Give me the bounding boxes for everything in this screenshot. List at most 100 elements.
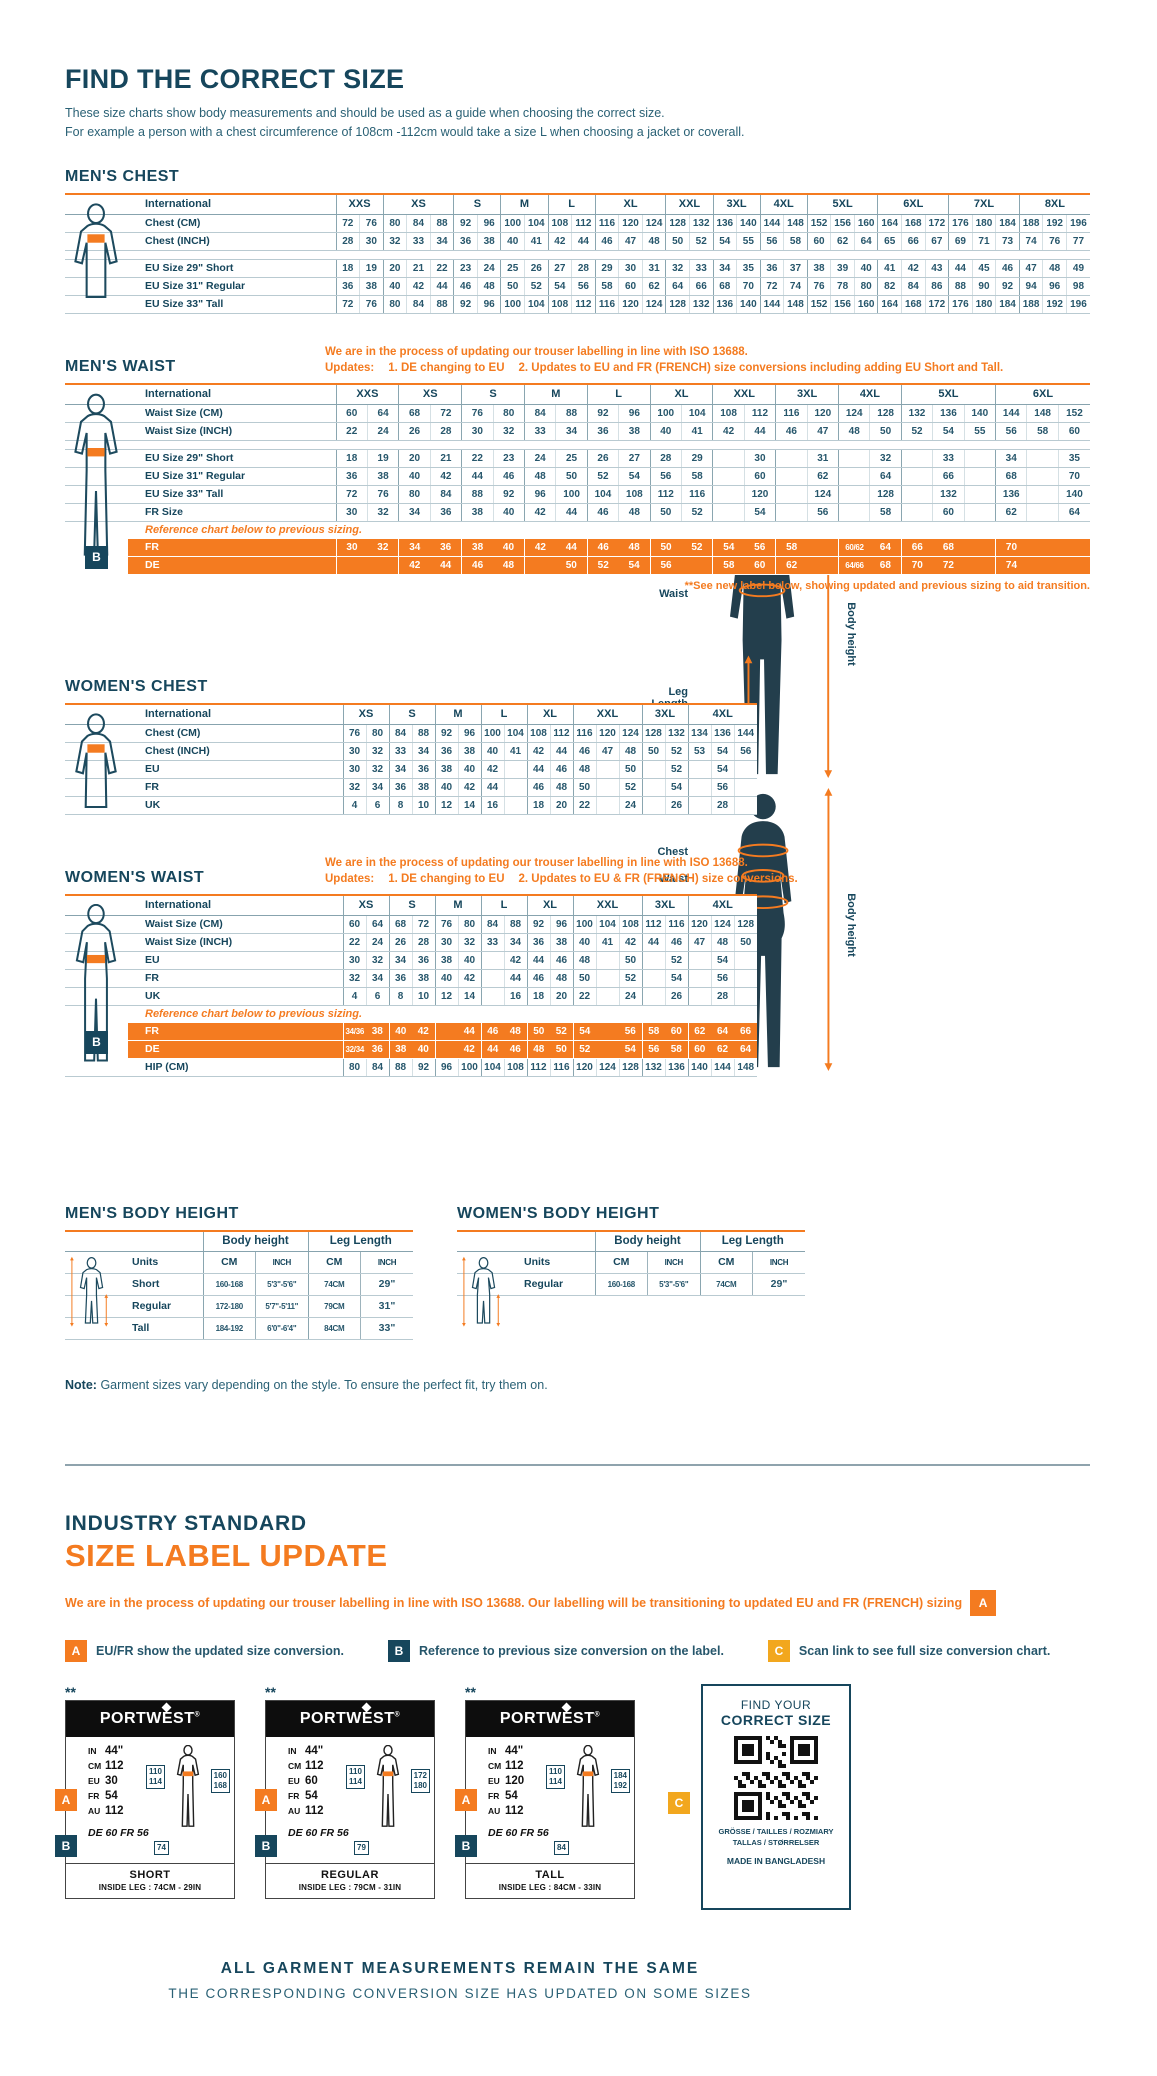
label-update-intro: We are in the process of updating our tr… — [65, 1589, 1090, 1616]
card-size-row: IN 44" — [488, 1744, 524, 1757]
size-cell: 56 — [649, 467, 682, 486]
size-cell — [434, 1022, 458, 1041]
size-cell: 48 — [493, 556, 525, 575]
size-cell: 38 — [549, 933, 573, 952]
size-cell: 34 — [712, 259, 737, 278]
size-cell: 160-168 — [202, 1273, 256, 1296]
table-row: DE 32/34 36 38 40 42 44 46 48 50 52 54 56 58 60 62 64 — [65, 1040, 757, 1059]
card-inside-leg: INSIDE LEG : 84CM - 33IN — [498, 1882, 602, 1892]
size-cell: 66 — [688, 277, 713, 296]
size-cell: 58 — [665, 1040, 688, 1059]
size-cell: 49 — [1065, 259, 1090, 278]
size-cell: 48 — [618, 742, 642, 761]
size-cell: 80 — [342, 1058, 366, 1077]
size-cell: 38 — [411, 778, 435, 797]
table-row: Reference chart below to previous sizing… — [65, 1005, 757, 1023]
intro-line-1: These size charts show body measurements… — [65, 106, 665, 120]
qr-find-your: FIND YOUR — [740, 1697, 812, 1712]
badge-a: A — [455, 1788, 477, 1811]
row-label: Waist Size (INCH) — [128, 422, 336, 441]
size-cell — [687, 969, 711, 988]
size-label-card: ** PORTWEST® A B IN 44" CM 112 EU 60 FR 54 AU 112… — [255, 1684, 435, 1899]
row-pad — [65, 760, 128, 779]
size-cell: 112 — [526, 1058, 550, 1077]
size-cell — [1026, 538, 1059, 557]
size-cell: 88 — [555, 404, 588, 423]
size-cell: 88 — [503, 915, 527, 934]
size-cell: 60 — [665, 1022, 688, 1041]
size-cell: 33 — [688, 259, 713, 278]
size-table: Body height Leg Length Units CM INCH CM INCH Sh… — [65, 1231, 413, 1340]
size-cell: 164 — [877, 295, 902, 314]
size-cell: 192 — [1042, 214, 1067, 233]
size-cell: 48 — [618, 538, 651, 557]
size-column-header: Body height — [202, 1231, 308, 1252]
size-cell: 132 — [641, 1058, 665, 1077]
size-cell: 30 — [743, 449, 776, 468]
size-cell: 38 — [411, 969, 435, 988]
size-cell — [900, 449, 933, 468]
table-row: Waist Size (INCH) 22 24 26 28 30 32 33 34 36 38 40 4… — [65, 933, 757, 952]
size-cell: 38 — [366, 467, 399, 486]
size-cell: 46 — [664, 933, 688, 952]
size-cell: 48 — [526, 1040, 550, 1059]
size-cell: 98 — [1065, 277, 1090, 296]
size-cell: 48 — [837, 422, 870, 441]
size-cell: 180 — [971, 214, 996, 233]
size-cell — [963, 485, 996, 504]
size-cell: 42 — [458, 1040, 481, 1059]
size-cell: 71 — [971, 232, 996, 251]
card-inside-leg: INSIDE LEG : 74CM - 29IN — [98, 1882, 202, 1892]
size-cell — [687, 951, 711, 970]
size-cell: 30 — [342, 742, 366, 761]
size-cell: 50 — [649, 503, 682, 522]
size-cell — [687, 987, 711, 1006]
size-cell: 132 — [688, 295, 713, 314]
size-cell: 30 — [359, 232, 384, 251]
section-title-womens-chest: WOMEN'S CHEST — [65, 677, 208, 695]
size-cell: 18 — [526, 796, 550, 815]
size-cell — [595, 778, 619, 797]
made-in: MADE IN BANGLADESH — [726, 1856, 826, 1866]
size-cell: 108 — [547, 295, 572, 314]
size-cell: CM — [594, 1251, 648, 1274]
size-cell: 38 — [366, 1022, 389, 1041]
size-cell: 84 — [523, 404, 556, 423]
qr-languages: GRÖSSE / TAILLES / ROZMIARY TALLAS / STØ… — [718, 1826, 834, 1847]
size-cell: 42 — [406, 277, 431, 296]
portwest-logo: PORTWEST® — [466, 1700, 634, 1737]
update-note-line1: We are in the process of updating our tr… — [325, 345, 748, 358]
size-cell: 14 — [457, 796, 481, 815]
size-cell: 132 — [664, 724, 688, 743]
size-cell: 44 — [743, 422, 776, 441]
size-label-cards: ** PORTWEST® A B IN 44" CM 112 EU 30 FR 54 AU 112… — [55, 1683, 1090, 1910]
size-cell: 100 — [457, 1058, 481, 1077]
size-cell: 58 — [1026, 422, 1059, 441]
size-column-header: XS — [342, 895, 389, 916]
size-cell: 168 — [901, 295, 926, 314]
size-cell: 52 — [572, 1040, 596, 1059]
row-label: Waist Size (CM) — [128, 404, 336, 423]
size-column-header: Body height — [594, 1231, 700, 1252]
size-cell — [503, 796, 527, 815]
size-cell: 31 — [641, 259, 666, 278]
size-cell: 92 — [492, 485, 525, 504]
row-label: EU Size 33" Tall — [128, 485, 336, 504]
size-cell: 42 — [503, 951, 527, 970]
table-header-row: International XXS XS S M L XL XXL 3XL 4XL 5XL 6XL — [65, 384, 1090, 405]
size-cell: 124 — [710, 915, 734, 934]
size-cell: 32 — [365, 760, 389, 779]
size-cell: 148 — [783, 295, 808, 314]
size-cell: CM — [202, 1251, 256, 1274]
card-size-row: EU 60 — [288, 1774, 318, 1787]
size-cell: 29 — [594, 259, 619, 278]
size-cell: 56 — [649, 556, 682, 575]
mens-chest-table: International XXS XS S M L XL XXL 3XL 4XL 5XL 6XL 7X… — [65, 192, 1090, 314]
badge-a: A — [65, 1639, 87, 1662]
size-cell: 52 — [680, 503, 713, 522]
table-row: Chest (INCH) 30 32 33 34 36 38 40 41 42 44 46 47 48 50… — [65, 742, 757, 761]
size-cell: 79CM — [307, 1295, 361, 1318]
table-row: DE 42 44 46 48 50 52 54 56 58 60 62 64/66 68 70 72 74 — [65, 556, 1090, 575]
size-cell: 50 — [572, 778, 596, 797]
section-womens-waist: WOMEN'S WAIST We are in the process of u… — [65, 855, 1090, 1077]
